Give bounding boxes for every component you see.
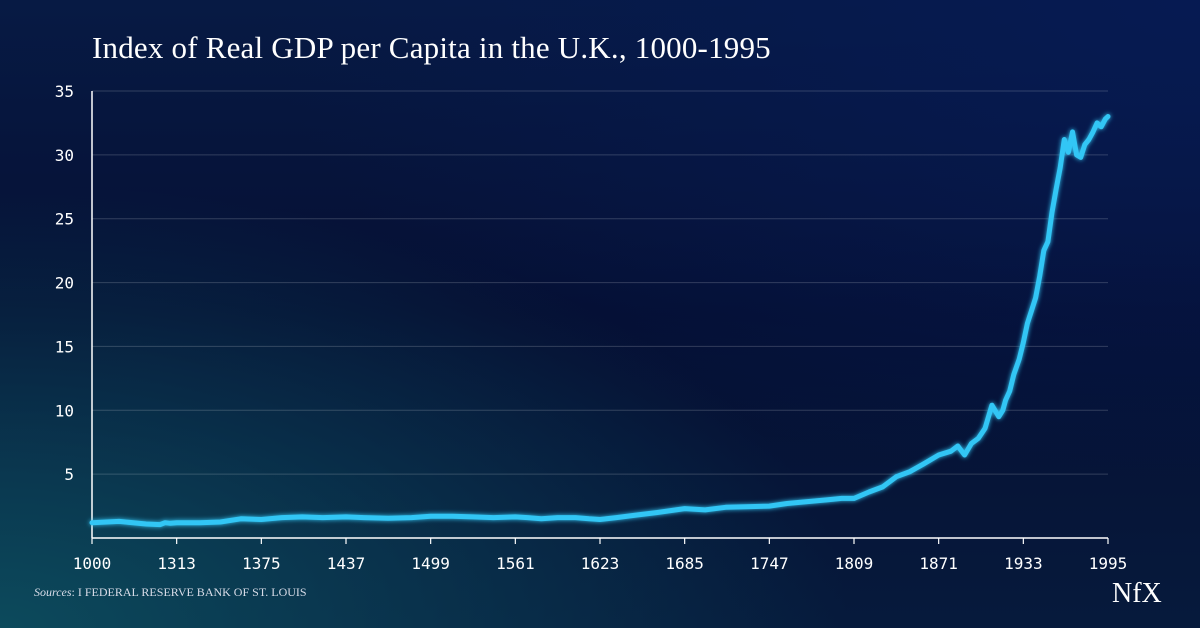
x-tick-label: 1747 — [750, 554, 789, 573]
y-tick-label: 15 — [55, 337, 74, 356]
x-tick-label: 1375 — [242, 554, 281, 573]
source-text: : I FEDERAL RESERVE BANK OF ST. LOUIS — [71, 585, 307, 599]
nfx-logo: NfX — [1112, 578, 1162, 609]
x-tick-label: 1499 — [411, 554, 450, 573]
source-note: Sources: I FEDERAL RESERVE BANK OF ST. L… — [34, 585, 307, 600]
gridlines — [92, 90, 1108, 475]
y-tick-label: 25 — [55, 210, 74, 229]
x-axis-ticks: 1000 1313 1375 1437 1499 1561 1623 1685 1747 1809… — [73, 538, 1128, 573]
y-tick-label: 20 — [55, 274, 74, 293]
y-tick-label: 30 — [55, 146, 74, 165]
series-group — [89, 114, 1111, 528]
x-tick-label: 1871 — [919, 554, 958, 573]
x-tick-label: 1623 — [581, 554, 620, 573]
x-tick-label: 1995 — [1089, 554, 1128, 573]
y-axis-ticks: 5 10 15 20 25 30 35 — [55, 82, 74, 484]
x-tick-label: 1809 — [835, 554, 874, 573]
x-tick-label: 1933 — [1004, 554, 1043, 573]
y-tick-label: 10 — [55, 401, 74, 420]
y-tick-label: 5 — [64, 465, 74, 484]
axes — [91, 91, 1108, 539]
x-tick-label: 1313 — [157, 554, 196, 573]
x-tick-label: 1000 — [73, 554, 112, 573]
chart-title: Index of Real GDP per Capita in the U.K.… — [92, 30, 771, 65]
source-label: Sources — [34, 585, 72, 599]
x-tick-label: 1561 — [496, 554, 535, 573]
series-line — [89, 114, 1111, 528]
y-tick-label: 35 — [55, 82, 74, 101]
x-tick-label: 1437 — [327, 554, 366, 573]
x-tick-label: 1685 — [665, 554, 704, 573]
